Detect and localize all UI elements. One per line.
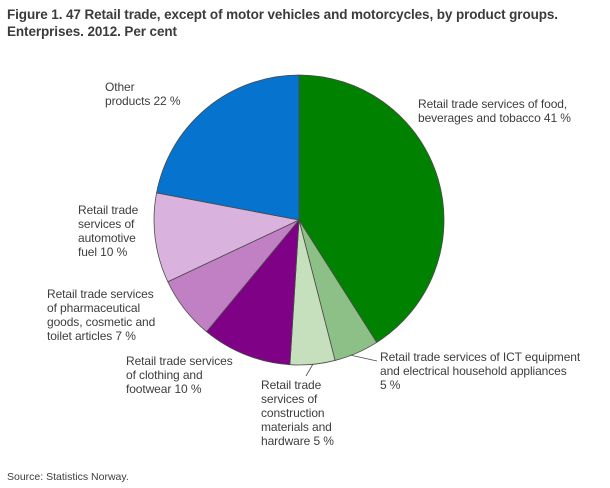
slice-label-clothing-footwear: Retail trade services of clothing and fo… xyxy=(126,354,233,396)
slice-label-ict-equipment: Retail trade services of ICT equipment a… xyxy=(380,350,581,392)
pie-slice-0 xyxy=(298,74,445,343)
pie-slice-3 xyxy=(206,219,300,366)
leader-line-ict xyxy=(349,354,378,362)
pie-slice-6 xyxy=(156,74,300,221)
pie-slices xyxy=(153,74,445,366)
slice-label-automotive-fuel: Retail trade services of automotive fuel… xyxy=(78,203,139,259)
figure-title: Figure 1. 47 Retail trade, except of mot… xyxy=(7,7,558,39)
slice-label-food-beverages-tobacco: Retail trade services of food, beverages… xyxy=(418,97,571,125)
slice-label-pharmaceutical-goods: Retail trade services of pharmaceutical … xyxy=(47,287,156,343)
slice-label-construction-materials: Retail trade services of construction ma… xyxy=(261,378,334,448)
source-note: Source: Statistics Norway. xyxy=(7,471,129,483)
pie-slice-5 xyxy=(153,192,300,283)
slice-label-other-products: Other products 22 % xyxy=(105,80,181,108)
leader-line-construction xyxy=(305,363,314,377)
